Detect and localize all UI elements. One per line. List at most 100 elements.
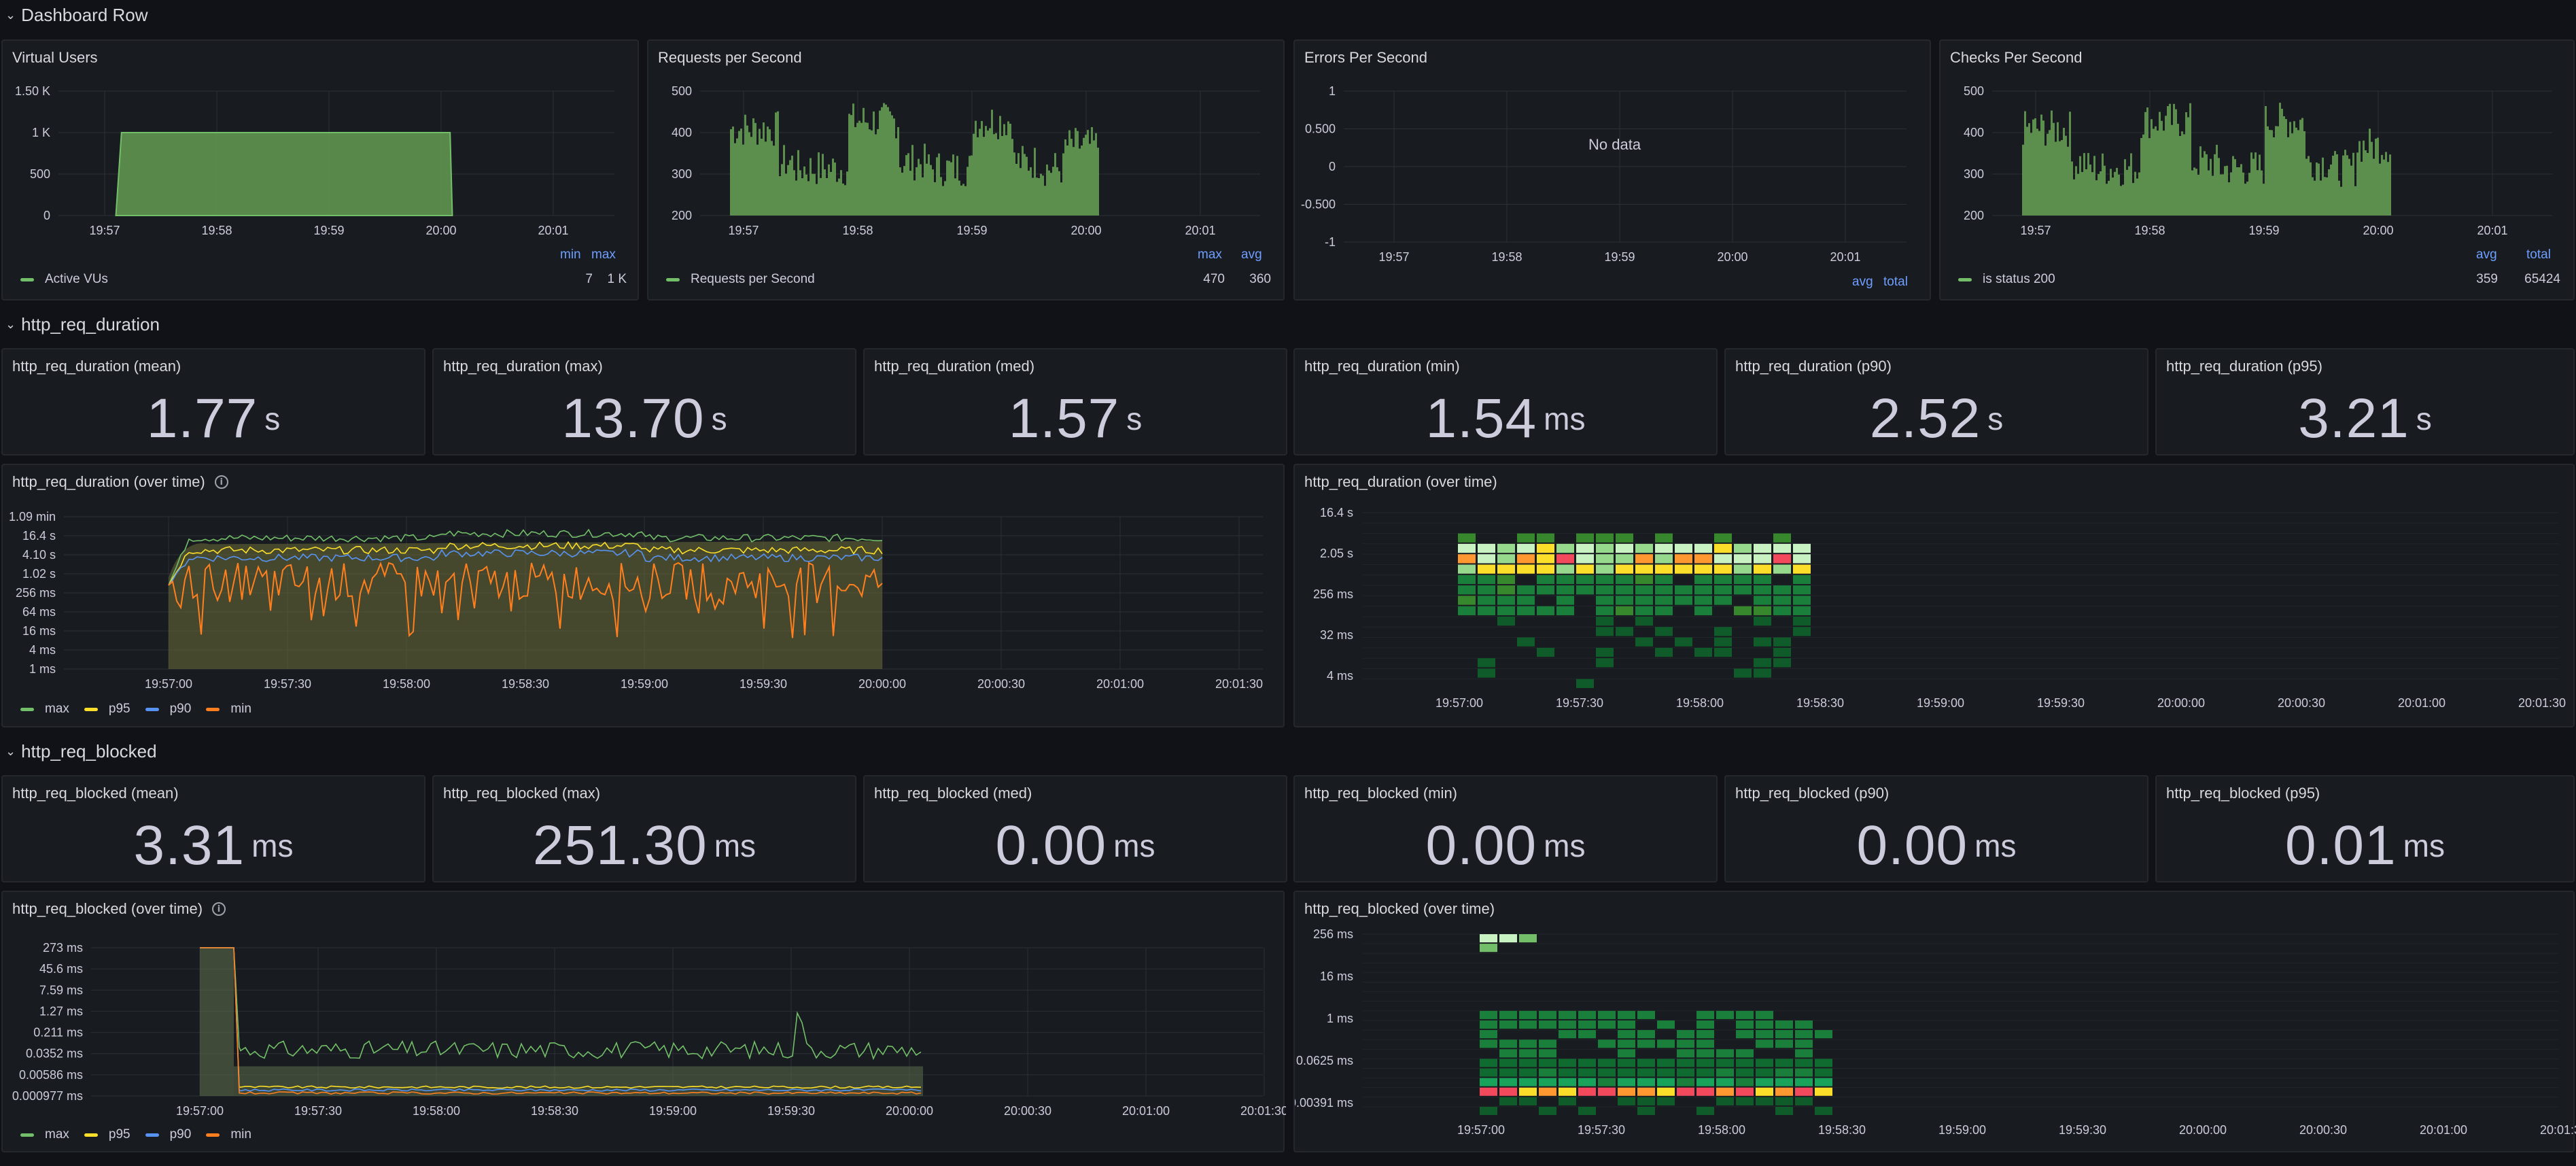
stat-blocked-med[interactable]: http_req_blocked (med) 0.00 ms	[863, 775, 1287, 882]
panel-duration-timeseries[interactable]: http_req_duration (over time) i 1 ms 4 ms 1…	[1, 464, 1285, 727]
panel-checks-per-second[interactable]: Checks Per Second 200 300 400 500 19:57 19:58…	[1939, 39, 2575, 301]
bar	[897, 126, 899, 216]
bar	[2269, 130, 2271, 216]
heatmap-cell	[1556, 543, 1574, 553]
legend-header-total[interactable]: total	[2526, 247, 2551, 262]
panel-errors-per-second[interactable]: Errors Per Second -1 -0.500 0 0.500 1 19:57 19…	[1293, 39, 1931, 301]
panel-blocked-timeseries[interactable]: http_req_blocked (over time) i 0.000977 m…	[1, 891, 1286, 1152]
chart-duration-heatmap: 4 ms 32 ms 256 ms 2.05 s 16.4 s 19:57:00 19:57…	[1313, 506, 2566, 710]
bar	[2279, 103, 2281, 216]
info-icon[interactable]: i	[214, 475, 228, 489]
stat-duration-mean[interactable]: http_req_duration (mean) 1.77 s	[1, 348, 425, 456]
legend-header-avg[interactable]: avg	[1241, 247, 1262, 262]
legend-header-min[interactable]: min	[560, 247, 581, 262]
legend-item-p95[interactable]: p95	[84, 1127, 130, 1142]
bar	[973, 133, 975, 216]
panel-requests-per-second[interactable]: Requests per Second 200 300 400 500 19:57 19:…	[647, 39, 1285, 301]
bar	[2114, 171, 2116, 216]
legend-item[interactable]: Requests per Second	[666, 272, 815, 287]
y-tick-label: 16.4 s	[22, 529, 56, 543]
legend-item-p90[interactable]: p90	[145, 1127, 191, 1142]
heatmap-cell	[1815, 1030, 1832, 1039]
row-http-req-duration[interactable]: ⌄ http_req_duration	[5, 309, 160, 339]
bar	[2379, 163, 2381, 216]
x-tick-label: 19:59	[2248, 224, 2279, 237]
stat-duration-max[interactable]: http_req_duration (max) 13.70 s	[432, 348, 856, 456]
bar	[2238, 167, 2240, 216]
heatmap-cell	[1519, 934, 1537, 943]
stat-blocked-min[interactable]: http_req_blocked (min) 0.00 ms	[1293, 775, 1718, 882]
heatmap-cell	[1775, 1106, 1793, 1115]
stat-duration-min[interactable]: http_req_duration (min) 1.54 ms	[1293, 348, 1718, 456]
legend-item-p90[interactable]: p90	[145, 702, 191, 717]
legend-item[interactable]: Active VUs	[20, 272, 108, 287]
row-dashboard[interactable]: ⌄ Dashboard Row	[5, 0, 148, 30]
bar	[2389, 154, 2391, 216]
y-tick-label: 200	[1964, 209, 1984, 222]
bar	[2169, 103, 2171, 216]
stat-blocked-p90[interactable]: http_req_blocked (p90) 0.00 ms	[1724, 775, 2148, 882]
chevron-down-icon: ⌄	[5, 744, 16, 758]
bar	[2208, 170, 2210, 216]
heatmap-cell	[1793, 564, 1811, 574]
heatmap-cell	[1559, 1078, 1576, 1086]
x-tick-label: 19:57:30	[264, 677, 311, 691]
heatmap-cell	[1480, 1106, 1497, 1115]
bar	[789, 160, 791, 216]
bar	[920, 164, 922, 216]
heatmap-cell	[1635, 637, 1653, 647]
info-icon[interactable]: i	[212, 902, 226, 916]
heatmap-cell	[1657, 1020, 1675, 1029]
heatmap-cell	[1675, 585, 1692, 595]
bar	[2383, 159, 2385, 216]
heatmap-cell	[1578, 1087, 1596, 1096]
stat-duration-med[interactable]: http_req_duration (med) 1.57 s	[863, 348, 1287, 456]
stat-blocked-p95[interactable]: http_req_blocked (p95) 0.01 ms	[2155, 775, 2575, 882]
panel-duration-heatmap[interactable]: http_req_duration (over time) 4 ms 32 ms 2…	[1293, 464, 2575, 727]
bar	[2091, 172, 2093, 216]
heatmap-cell	[1716, 1078, 1734, 1086]
x-tick-label: 20:01:30	[2518, 696, 2566, 710]
x-tick-label: 20:01	[1830, 250, 1860, 264]
legend-header-total[interactable]: total	[1883, 275, 1908, 289]
heatmap-cell	[1714, 554, 1732, 564]
bar	[2181, 131, 2183, 216]
legend-item-max[interactable]: max	[20, 702, 69, 717]
legend-item[interactable]: is status 200	[1958, 272, 2055, 287]
bar	[918, 158, 920, 216]
row-http-req-blocked[interactable]: ⌄ http_req_blocked	[5, 736, 157, 766]
stat-duration-p90[interactable]: http_req_duration (p90) 2.52 s	[1724, 348, 2148, 456]
bar	[1003, 124, 1005, 216]
legend-item-min[interactable]: min	[206, 1127, 251, 1142]
legend-header-max[interactable]: max	[591, 247, 616, 262]
heatmap-cell	[1499, 1040, 1517, 1048]
bar	[2032, 119, 2034, 216]
stat-blocked-max[interactable]: http_req_blocked (max) 251.30 ms	[432, 775, 856, 882]
bar	[2287, 137, 2289, 216]
legend-item-p95[interactable]: p95	[84, 702, 130, 717]
bar	[2204, 151, 2206, 216]
legend-header-max[interactable]: max	[1198, 247, 1222, 262]
bar	[899, 167, 901, 216]
bar	[771, 141, 773, 216]
legend-header-avg[interactable]: avg	[1852, 275, 1873, 289]
panel-blocked-heatmap[interactable]: http_req_blocked (over time) 0.00391 ms 0…	[1293, 891, 2576, 1152]
bar	[2034, 118, 2036, 216]
stat-value: 3.31	[133, 815, 245, 876]
heatmap-cell	[1497, 616, 1515, 626]
panel-virtual-users[interactable]: Virtual Users 0 500 1 K 1.50 K 19:57 19:58 19:…	[1, 39, 639, 301]
heatmap-cell	[1716, 1097, 1734, 1105]
stat-value: 0.00	[1856, 815, 1968, 876]
x-tick-label: 20:01	[1185, 224, 1215, 237]
bar	[2138, 172, 2140, 216]
panel-title: http_req_blocked (over time)	[1304, 900, 1495, 917]
area-shade	[200, 948, 234, 1096]
legend-header-avg[interactable]: avg	[2476, 247, 2497, 262]
bar	[822, 154, 824, 216]
bar	[1093, 140, 1095, 216]
y-tick-label: 4.10 s	[22, 548, 56, 562]
stat-blocked-mean[interactable]: http_req_blocked (mean) 3.31 ms	[1, 775, 425, 882]
legend-item-max[interactable]: max	[20, 1127, 69, 1142]
legend-item-min[interactable]: min	[206, 702, 251, 717]
stat-duration-p95[interactable]: http_req_duration (p95) 3.21 s	[2155, 348, 2575, 456]
